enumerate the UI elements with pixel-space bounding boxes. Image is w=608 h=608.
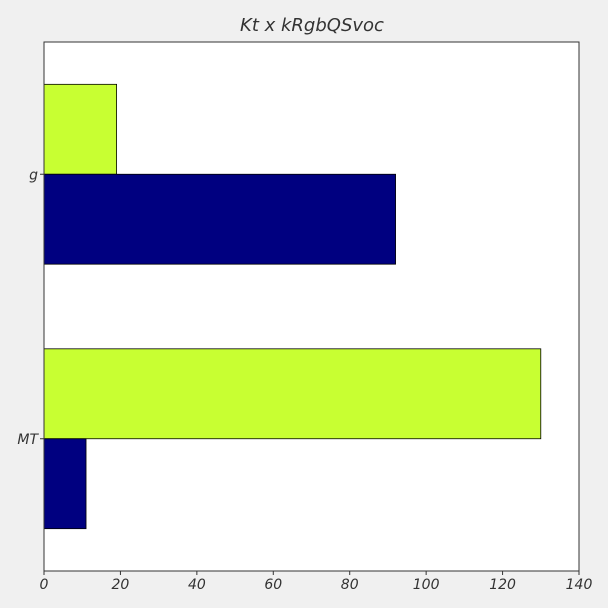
- chart-title: Kt x kRgbQSvoc: [240, 15, 384, 36]
- bar-g-series-2: [43, 173, 396, 265]
- x-tick-label: 80: [341, 577, 359, 593]
- bar-MT-series-1: [43, 348, 542, 440]
- plot-area: [43, 41, 580, 572]
- y-tick-label: g: [29, 167, 38, 183]
- x-tick-label: 20: [112, 577, 130, 593]
- y-tick-label: MT: [17, 432, 39, 448]
- bar-MT-series-2: [43, 438, 87, 530]
- x-tick-label: 40: [188, 577, 206, 593]
- bars-layer: [43, 83, 542, 530]
- y-axis: g MT: [17, 167, 44, 448]
- x-tick-label: 120: [489, 577, 516, 593]
- x-axis: 0 20 40 60 80 100 120 140: [40, 571, 593, 593]
- x-tick-label: 60: [264, 577, 282, 593]
- x-tick-label: 140: [566, 577, 593, 593]
- bar-g-series-1: [43, 83, 118, 175]
- plot-border: [43, 41, 580, 572]
- x-tick-label: 100: [413, 577, 440, 593]
- x-tick-label: 0: [40, 577, 49, 593]
